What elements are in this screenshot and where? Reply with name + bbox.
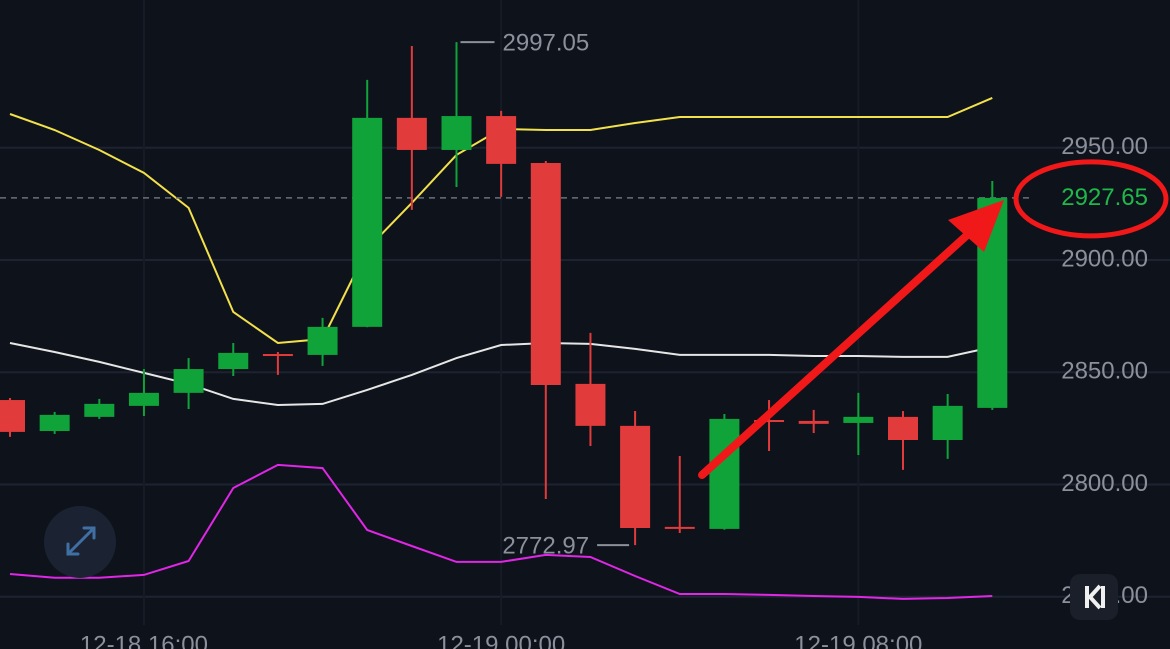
candle-body: [486, 116, 517, 164]
candle-body: [754, 420, 785, 423]
low-marker-label: 2772.97: [502, 532, 589, 559]
jump-latest-button[interactable]: [1070, 574, 1118, 620]
last-price-label: 2927.65: [1061, 184, 1148, 211]
candle-body: [888, 416, 918, 440]
x-tick-label: 12-19 08:00: [794, 631, 922, 649]
candle-body: [0, 400, 25, 432]
candle-body: [441, 116, 472, 150]
candle-body: [664, 526, 695, 529]
jump-latest-icon: [1085, 584, 1105, 610]
candle-body: [932, 405, 963, 440]
x-tick-label: 12-19 00:00: [437, 631, 565, 649]
candle-body: [262, 354, 293, 357]
candle-body: [173, 369, 204, 393]
candle-body: [530, 162, 561, 385]
y-tick-label: 2900.00: [1061, 245, 1148, 272]
high-marker-label: 2997.05: [503, 29, 590, 56]
arrow-annotation: [698, 200, 1004, 479]
candle-body: [798, 420, 829, 424]
band-line: [9, 463, 993, 600]
candle-body: [575, 383, 606, 426]
jump-latest-bg: [1070, 574, 1118, 620]
candle-body: [709, 418, 740, 529]
candle-body: [396, 117, 427, 150]
highlight-circle: [1013, 159, 1169, 239]
expand-icon: [66, 526, 96, 556]
y-tick-label: 2850.00: [1061, 358, 1148, 385]
candle-body: [128, 392, 159, 406]
x-tick-label: 12-18 16:00: [80, 631, 208, 649]
arrow-shaft: [698, 224, 979, 479]
y-tick-label: 2800.00: [1061, 470, 1148, 497]
last-price-badge: [1036, 177, 1154, 218]
plot: 2997.05 2772.97: [0, 29, 1030, 600]
arrow-head: [948, 200, 1004, 252]
expand-button[interactable]: [44, 506, 116, 578]
candle-body: [352, 117, 383, 327]
candle-body: [307, 326, 338, 355]
candle-body: [39, 414, 70, 432]
candle-body: [843, 416, 874, 423]
candle-body: [84, 403, 115, 417]
y-tick-label: 2950.00: [1061, 133, 1148, 160]
candle-body: [620, 425, 651, 528]
candle-body: [218, 352, 249, 370]
